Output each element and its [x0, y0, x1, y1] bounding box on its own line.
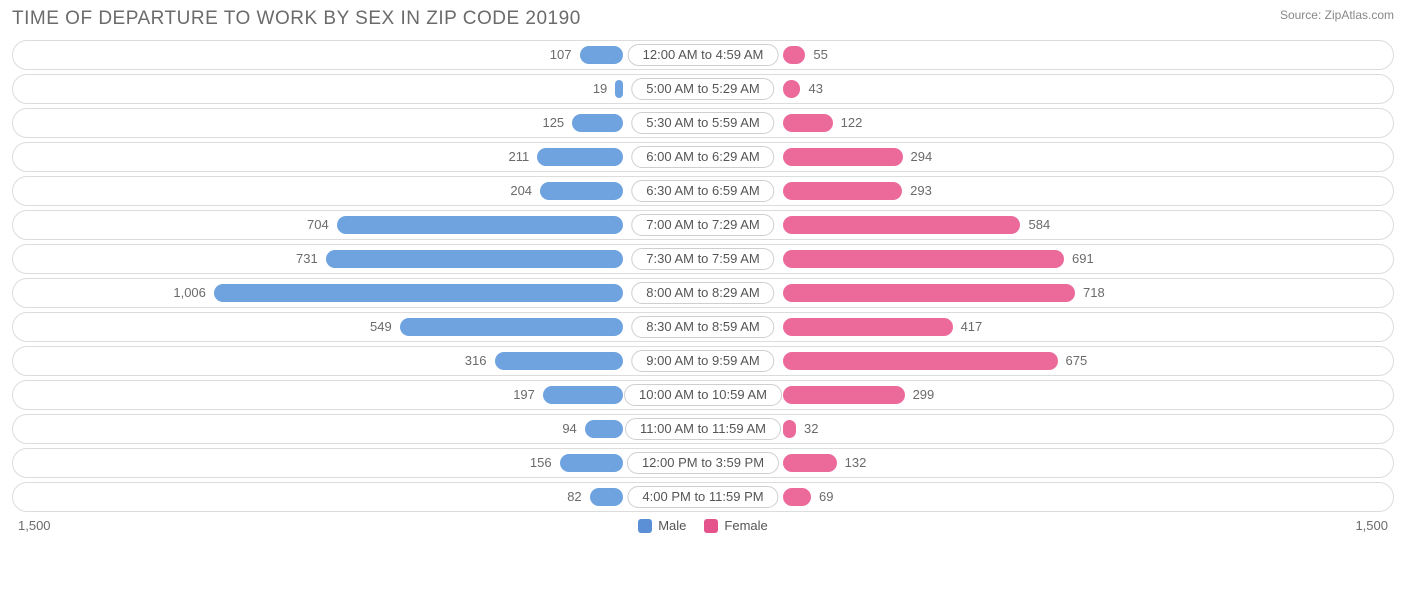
value-label-male: 549 — [370, 318, 392, 336]
chart-row: 1,006 718 8:00 AM to 8:29 AM — [12, 278, 1394, 308]
bar-male — [615, 80, 623, 98]
value-label-male: 1,006 — [173, 284, 206, 302]
chart-row: 107 55 12:00 AM to 4:59 AM — [12, 40, 1394, 70]
legend-swatch-male — [638, 519, 652, 533]
chart-legend: Male Female — [638, 518, 768, 533]
category-label: 5:00 AM to 5:29 AM — [631, 78, 774, 100]
value-label-female: 691 — [1072, 250, 1094, 268]
axis-end-right: 1,500 — [1355, 518, 1388, 533]
bar-male — [572, 114, 623, 132]
chart-row: 704 584 7:00 AM to 7:29 AM — [12, 210, 1394, 240]
chart-row: 731 691 7:30 AM to 7:59 AM — [12, 244, 1394, 274]
value-label-male: 731 — [296, 250, 318, 268]
value-label-female: 299 — [913, 386, 935, 404]
chart-row: 549 417 8:30 AM to 8:59 AM — [12, 312, 1394, 342]
legend-label-female: Female — [724, 518, 767, 533]
bar-female — [783, 284, 1075, 302]
chart-row: 156 132 12:00 PM to 3:59 PM — [12, 448, 1394, 478]
value-label-male: 211 — [508, 148, 529, 166]
chart-row: 211 294 6:00 AM to 6:29 AM — [12, 142, 1394, 172]
value-label-female: 294 — [911, 148, 933, 166]
bar-male — [540, 182, 623, 200]
bar-female — [783, 386, 905, 404]
value-label-male: 204 — [510, 182, 532, 200]
category-label: 7:30 AM to 7:59 AM — [631, 248, 774, 270]
value-label-male: 94 — [562, 420, 576, 438]
chart-row: 316 675 9:00 AM to 9:59 AM — [12, 346, 1394, 376]
value-label-female: 43 — [808, 80, 822, 98]
value-label-female: 32 — [804, 420, 818, 438]
bar-female — [783, 148, 903, 166]
axis-end-left: 1,500 — [18, 518, 51, 533]
category-label: 12:00 PM to 3:59 PM — [627, 452, 779, 474]
legend-item-male: Male — [638, 518, 686, 533]
chart-row: 82 69 4:00 PM to 11:59 PM — [12, 482, 1394, 512]
bar-female — [783, 46, 805, 64]
value-label-female: 675 — [1066, 352, 1088, 370]
category-label: 10:00 AM to 10:59 AM — [624, 384, 782, 406]
chart-header: TIME OF DEPARTURE TO WORK BY SEX IN ZIP … — [12, 8, 1394, 30]
bar-female — [783, 114, 833, 132]
chart-title: TIME OF DEPARTURE TO WORK BY SEX IN ZIP … — [12, 8, 581, 30]
value-label-female: 718 — [1083, 284, 1105, 302]
legend-item-female: Female — [704, 518, 767, 533]
chart-rows: 107 55 12:00 AM to 4:59 AM 19 43 5:00 AM to 5… — [12, 40, 1394, 512]
bar-female — [783, 80, 800, 98]
category-label: 8:30 AM to 8:59 AM — [631, 316, 774, 338]
bar-male — [537, 148, 623, 166]
value-label-male: 82 — [567, 488, 581, 506]
bar-male — [214, 284, 623, 302]
bar-male — [495, 352, 624, 370]
category-label: 5:30 AM to 5:59 AM — [631, 112, 774, 134]
chart-row: 19 43 5:00 AM to 5:29 AM — [12, 74, 1394, 104]
bar-female — [783, 454, 837, 472]
value-label-female: 584 — [1028, 216, 1050, 234]
category-label: 11:00 AM to 11:59 AM — [625, 418, 781, 440]
bar-female — [783, 182, 902, 200]
value-label-male: 107 — [550, 46, 572, 64]
bar-male — [560, 454, 623, 472]
bar-male — [337, 216, 623, 234]
value-label-male: 156 — [530, 454, 552, 472]
value-label-female: 417 — [961, 318, 983, 336]
value-label-female: 69 — [819, 488, 833, 506]
bar-male — [585, 420, 623, 438]
bar-female — [783, 250, 1064, 268]
chart-row: 204 293 6:30 AM to 6:59 AM — [12, 176, 1394, 206]
value-label-male: 19 — [593, 80, 607, 98]
bar-male — [590, 488, 623, 506]
category-label: 4:00 PM to 11:59 PM — [627, 486, 778, 508]
value-label-male: 197 — [513, 386, 535, 404]
bar-male — [580, 46, 624, 64]
value-label-female: 55 — [813, 46, 827, 64]
legend-swatch-female — [704, 519, 718, 533]
category-label: 6:00 AM to 6:29 AM — [631, 146, 774, 168]
bar-female — [783, 216, 1020, 234]
chart-source: Source: ZipAtlas.com — [1280, 8, 1394, 22]
bar-female — [783, 352, 1058, 370]
bar-male — [543, 386, 623, 404]
category-label: 12:00 AM to 4:59 AM — [628, 44, 779, 66]
category-label: 7:00 AM to 7:29 AM — [631, 214, 774, 236]
bar-female — [783, 488, 811, 506]
chart-row: 125 122 5:30 AM to 5:59 AM — [12, 108, 1394, 138]
category-label: 9:00 AM to 9:59 AM — [631, 350, 774, 372]
category-label: 6:30 AM to 6:59 AM — [631, 180, 774, 202]
bar-female — [783, 318, 953, 336]
chart-footer: 1,500 Male Female 1,500 — [12, 518, 1394, 533]
value-label-male: 704 — [307, 216, 329, 234]
value-label-female: 293 — [910, 182, 932, 200]
chart-row: 197 299 10:00 AM to 10:59 AM — [12, 380, 1394, 410]
category-label: 8:00 AM to 8:29 AM — [631, 282, 774, 304]
chart-row: 94 32 11:00 AM to 11:59 AM — [12, 414, 1394, 444]
legend-label-male: Male — [658, 518, 686, 533]
value-label-male: 316 — [465, 352, 487, 370]
bar-female — [783, 420, 796, 438]
value-label-female: 122 — [841, 114, 863, 132]
value-label-female: 132 — [845, 454, 867, 472]
bar-male — [326, 250, 623, 268]
value-label-male: 125 — [542, 114, 564, 132]
bar-male — [400, 318, 623, 336]
